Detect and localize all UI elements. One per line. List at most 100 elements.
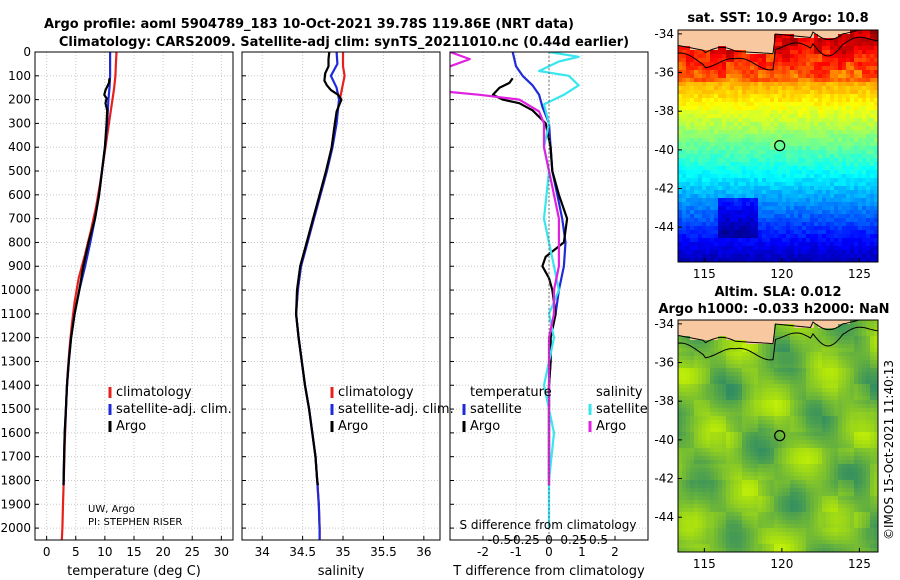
data-cell <box>830 340 835 345</box>
data-cell <box>822 70 827 75</box>
data-cell <box>798 74 803 79</box>
data-cell <box>710 400 715 405</box>
data-cell <box>726 110 731 115</box>
data-cell <box>706 416 711 421</box>
data-cell <box>866 340 871 345</box>
data-cell <box>722 352 727 357</box>
data-cell <box>710 194 715 199</box>
data-cell <box>698 178 703 183</box>
data-cell <box>738 106 743 111</box>
land-cell <box>714 328 719 333</box>
data-cell <box>710 138 715 143</box>
data-cell <box>742 206 747 211</box>
data-cell <box>822 368 827 373</box>
data-cell <box>838 428 843 433</box>
data-cell <box>822 380 827 385</box>
land-cell <box>730 42 735 47</box>
data-cell <box>742 130 747 135</box>
data-cell <box>746 242 751 247</box>
data-cell <box>846 206 851 211</box>
data-cell <box>786 134 791 139</box>
data-cell <box>802 206 807 211</box>
data-cell <box>714 214 719 219</box>
data-cell <box>730 174 735 179</box>
data-cell <box>750 368 755 373</box>
data-cell <box>814 202 819 207</box>
data-cell <box>738 242 743 247</box>
data-cell <box>710 94 715 99</box>
data-cell <box>786 210 791 215</box>
data-cell <box>754 158 759 163</box>
data-cell <box>858 436 863 441</box>
data-cell <box>846 424 851 429</box>
data-cell <box>706 130 711 135</box>
data-cell <box>798 174 803 179</box>
data-cell <box>750 226 755 231</box>
data-cell <box>806 62 811 67</box>
data-cell <box>694 250 699 255</box>
data-cell <box>862 428 867 433</box>
data-cell <box>790 158 795 163</box>
data-cell <box>794 340 799 345</box>
data-cell <box>754 226 759 231</box>
data-cell <box>730 202 735 207</box>
data-cell <box>834 238 839 243</box>
data-cell <box>866 198 871 203</box>
data-cell <box>682 412 687 417</box>
data-cell <box>798 340 803 345</box>
data-cell <box>754 436 759 441</box>
legend-argo-label: Argo <box>116 419 146 434</box>
data-cell <box>862 146 867 151</box>
data-cell <box>778 226 783 231</box>
data-cell <box>746 412 751 417</box>
data-cell <box>818 66 823 71</box>
data-cell <box>738 214 743 219</box>
data-cell <box>778 436 783 441</box>
data-cell <box>706 174 711 179</box>
data-cell <box>870 332 875 337</box>
data-cell <box>810 432 815 437</box>
data-cell <box>702 50 707 55</box>
data-cell <box>798 198 803 203</box>
data-cell <box>742 440 747 445</box>
data-cell <box>802 110 807 115</box>
data-cell <box>830 356 835 361</box>
data-cell <box>834 214 839 219</box>
data-cell <box>782 400 787 405</box>
data-cell <box>746 364 751 369</box>
data-cell <box>682 428 687 433</box>
data-cell <box>834 154 839 159</box>
data-cell <box>858 254 863 259</box>
data-cell <box>706 226 711 231</box>
data-cell <box>738 404 743 409</box>
data-cell <box>754 82 759 87</box>
data-cell <box>754 456 759 461</box>
data-cell <box>814 380 819 385</box>
data-cell <box>758 416 763 421</box>
data-cell <box>818 186 823 191</box>
data-cell <box>698 162 703 167</box>
data-cell <box>774 372 779 377</box>
data-cell <box>774 436 779 441</box>
land-cell <box>738 38 743 43</box>
data-cell <box>850 126 855 131</box>
data-cell <box>750 90 755 95</box>
data-cell <box>818 456 823 461</box>
data-cell <box>842 198 847 203</box>
data-cell <box>802 62 807 67</box>
data-cell <box>738 340 743 345</box>
data-cell <box>730 400 735 405</box>
data-cell <box>826 138 831 143</box>
data-cell <box>794 348 799 353</box>
land-cell <box>726 324 731 329</box>
data-cell <box>790 444 795 449</box>
data-cell <box>702 214 707 219</box>
data-cell <box>818 190 823 195</box>
series-line-argo <box>295 52 343 486</box>
data-cell <box>862 174 867 179</box>
data-cell <box>734 412 739 417</box>
data-cell <box>754 182 759 187</box>
legend-satellite-label: satellite-adj. clim. <box>338 402 454 417</box>
data-cell <box>826 150 831 155</box>
data-cell <box>678 242 683 247</box>
